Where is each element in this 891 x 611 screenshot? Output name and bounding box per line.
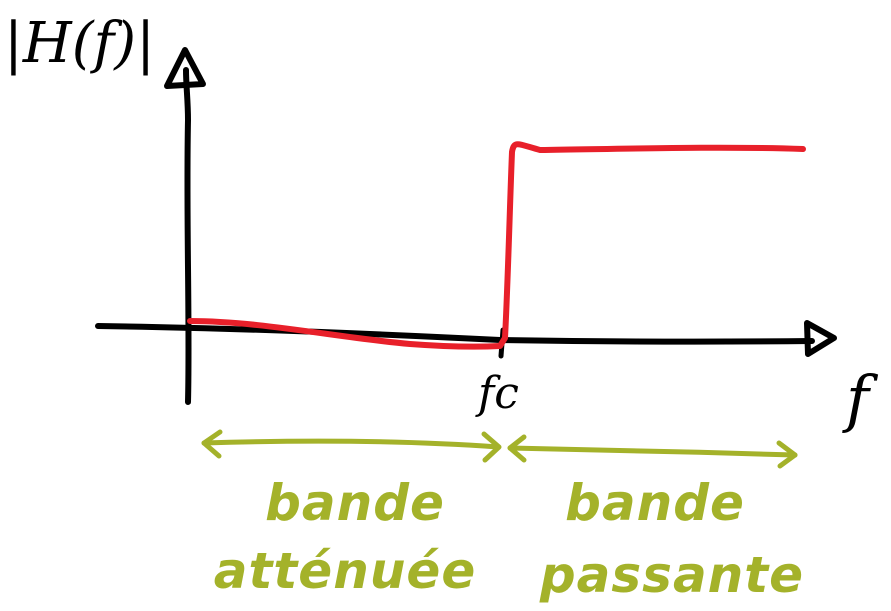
x-axis [95,323,815,345]
cutoff-label: fc [475,368,519,419]
y-axis [183,67,192,405]
pass-band-arrow [507,434,798,469]
magnitude-response-curve [187,141,806,350]
stop-band-arrow [201,429,502,463]
pass-band-label-line1: bande [565,474,745,532]
stop-band-label-line2: atténuée [214,542,476,600]
x-axis-arrowhead [804,320,837,357]
y-axis-arrowhead [164,47,206,89]
pass-band-label-line2: passante [539,546,804,604]
y-axis-label: |H(f)| [4,11,155,76]
stop-band-label-line1: bande [265,474,445,532]
x-axis-label: f [842,362,879,435]
